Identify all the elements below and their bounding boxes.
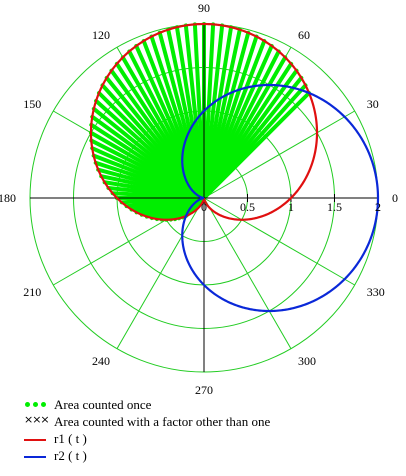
angle-tick-label: 330 (367, 285, 385, 299)
legend-label: Area counted once (54, 396, 152, 412)
angle-tick-label: 120 (92, 28, 110, 42)
legend-item-r1: r1 ( t ) (22, 430, 402, 447)
angle-tick-label: 180 (0, 191, 16, 205)
grid-spoke (116, 197, 205, 349)
series-line-r1 (89, 22, 319, 221)
legend-item-r2: r2 ( t ) (22, 447, 402, 464)
legend-label: r2 ( t ) (54, 447, 87, 463)
x-marker-icon: ××× (24, 412, 50, 426)
fill-spoke (183, 196, 206, 219)
angle-tick-label: 0 (392, 191, 398, 205)
dots-marker-icon (22, 398, 54, 412)
grid-spoke (203, 197, 355, 286)
grid-spoke (203, 110, 355, 199)
angle-tick-label: 90 (198, 1, 210, 15)
legend-item-area-once: Area counted once (22, 396, 402, 413)
line-marker-icon (22, 432, 54, 446)
angle-tick-label: 270 (195, 383, 213, 397)
series-lines (89, 22, 380, 313)
series-line-r2 (181, 83, 380, 313)
angle-tick-label: 210 (23, 285, 41, 299)
angle-tick-label: 240 (92, 354, 110, 368)
line-marker-icon (22, 449, 54, 463)
fill-area-counted-once (88, 22, 312, 222)
angle-tick-label: 60 (298, 28, 310, 42)
radial-tick-label: 0.5 (240, 200, 255, 214)
legend-label: r1 ( t ) (54, 430, 87, 446)
radial-tick-label: 2 (375, 200, 381, 214)
legend-item-area-factor: ××× Area counted with a factor other tha… (22, 413, 402, 430)
legend: Area counted once ××× Area counted with … (22, 396, 402, 464)
angle-tick-label: 300 (298, 354, 316, 368)
angle-tick-label: 30 (367, 97, 379, 111)
grid-spoke (203, 197, 292, 349)
radial-tick-label: 1.5 (327, 200, 342, 214)
radial-tick-label: 0 (201, 200, 207, 214)
legend-label: Area counted with a factor other than on… (54, 413, 271, 429)
angle-tick-label: 150 (23, 97, 41, 111)
radial-tick-label: 1 (288, 200, 294, 214)
